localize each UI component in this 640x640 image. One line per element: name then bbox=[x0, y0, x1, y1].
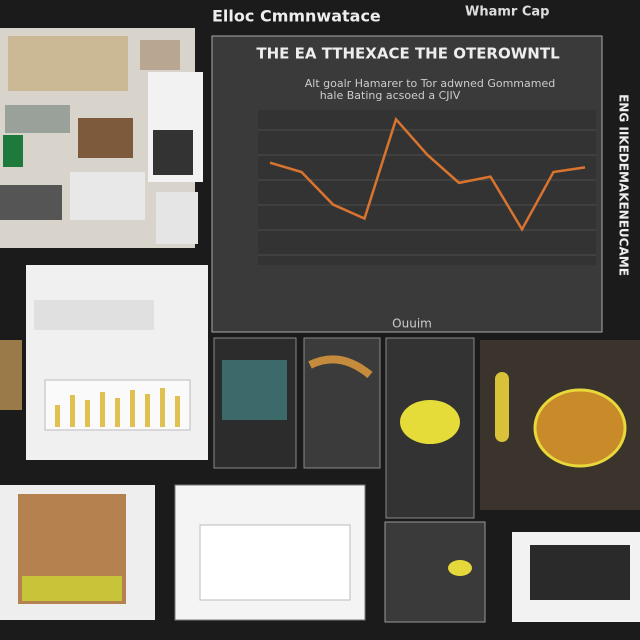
document bbox=[26, 265, 208, 460]
grid bbox=[258, 129, 596, 256]
chart-marks bbox=[269, 116, 586, 232]
illustration bbox=[308, 355, 373, 379]
photo bbox=[0, 185, 62, 220]
figure bbox=[199, 524, 351, 601]
illustration bbox=[22, 576, 122, 601]
plot-area bbox=[258, 110, 596, 265]
photo bbox=[140, 40, 180, 70]
photo bbox=[153, 130, 193, 175]
side-text: ENG IIKEDEMAKENEUCAME bbox=[617, 94, 631, 276]
illustration bbox=[400, 400, 460, 444]
chart-subtitle: hale Bating acsoed a CJIV bbox=[320, 89, 461, 102]
header-tag: Whamr Cap bbox=[465, 5, 549, 20]
photo bbox=[156, 192, 198, 244]
document bbox=[70, 172, 145, 220]
illustration bbox=[222, 360, 287, 420]
line bbox=[269, 116, 586, 232]
chart-title: THE EA TTHEXACE THE OTEROWNTL bbox=[256, 45, 560, 63]
photo bbox=[3, 135, 23, 167]
photo bbox=[0, 340, 22, 410]
header-title: Elloc Cmmnwatace bbox=[212, 7, 381, 26]
photo bbox=[5, 105, 70, 133]
photo bbox=[8, 36, 128, 91]
table bbox=[34, 300, 154, 330]
figure bbox=[530, 545, 630, 600]
x-axis-label: Ouuim bbox=[392, 317, 432, 331]
illustration bbox=[448, 560, 472, 576]
photo bbox=[78, 118, 133, 158]
chart-subtitle: Alt goalr Hamarer to Tor adwned Gommamed bbox=[305, 77, 555, 90]
illustration bbox=[533, 388, 627, 468]
bars bbox=[55, 388, 180, 427]
illustration bbox=[495, 372, 509, 442]
